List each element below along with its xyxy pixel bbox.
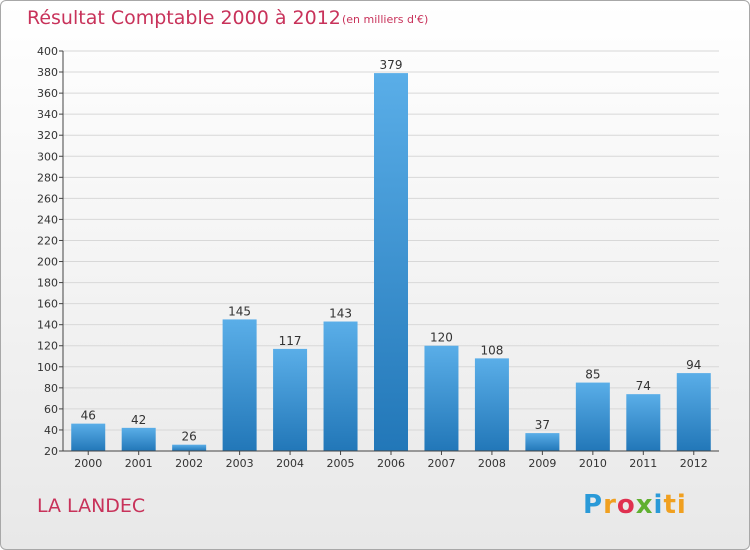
- data-label: 108: [480, 343, 503, 357]
- x-tick-label: 2009: [528, 457, 556, 470]
- x-tick-label: 2003: [226, 457, 254, 470]
- axis-layer: 20 40 60 80 100 120 140 160 180 200 220 240 260 280 30…: [37, 45, 719, 470]
- data-label: 94: [686, 358, 701, 372]
- bar-2011: [626, 394, 661, 451]
- bar-layer: [71, 73, 711, 452]
- data-label: 85: [585, 368, 600, 382]
- y-tick-label: 300: [37, 150, 58, 163]
- y-tick-label: 260: [37, 192, 58, 205]
- y-tick-label: 320: [37, 129, 58, 142]
- x-tick-label: 2008: [478, 457, 506, 470]
- bar-2009: [525, 433, 560, 451]
- chart-title: Résultat Comptable 2000 à 2012: [27, 7, 341, 29]
- x-tick-label: 2010: [579, 457, 607, 470]
- y-tick-label: 20: [44, 445, 58, 458]
- bar-2006: [374, 73, 408, 452]
- chart-unit: (en milliers d'€): [342, 13, 429, 26]
- bar-2010: [575, 382, 610, 451]
- bar-2001: [121, 427, 156, 451]
- data-label: 379: [380, 58, 403, 72]
- y-tick-label: 200: [37, 256, 58, 269]
- bar-2000: [71, 423, 106, 451]
- y-tick-label: 100: [37, 361, 58, 374]
- commune-name: LA LANDEC: [37, 495, 146, 517]
- x-tick-label: 2012: [680, 457, 708, 470]
- bar-2005: [323, 321, 358, 451]
- data-label: 117: [279, 334, 302, 348]
- bar-2003: [222, 319, 257, 451]
- y-tick-label: 220: [37, 234, 58, 247]
- y-tick-label: 280: [37, 171, 58, 184]
- bar-2012: [676, 373, 711, 451]
- x-tick-label: 2005: [327, 457, 355, 470]
- bar-2008: [474, 358, 509, 451]
- x-tick-label: 2001: [125, 457, 153, 470]
- bar-2007: [424, 345, 459, 451]
- y-tick-label: 340: [37, 108, 58, 121]
- data-label: 145: [228, 304, 251, 318]
- data-label: 74: [636, 379, 651, 393]
- y-tick-label: 40: [44, 424, 58, 437]
- y-tick-label: 120: [37, 340, 58, 353]
- x-tick-label: 2000: [74, 457, 102, 470]
- y-tick-label: 60: [44, 403, 58, 416]
- bar-2004: [273, 348, 308, 451]
- x-tick-label: 2007: [427, 457, 455, 470]
- label-layer: 46 42 26 145 117 143 379 120 108 37 85 74 94: [81, 58, 702, 444]
- data-label: 26: [182, 430, 197, 444]
- x-tick-label: 2006: [377, 457, 405, 470]
- y-tick-label: 140: [37, 319, 58, 332]
- data-label: 46: [81, 409, 96, 423]
- y-tick-label: 180: [37, 277, 58, 290]
- y-tick-label: 80: [44, 382, 58, 395]
- data-label: 143: [329, 307, 352, 321]
- x-tick-label: 2011: [629, 457, 657, 470]
- x-tick-label: 2004: [276, 457, 304, 470]
- y-tick-label: 240: [37, 213, 58, 226]
- y-tick-label: 160: [37, 298, 58, 311]
- y-tick-label: 360: [37, 87, 58, 100]
- data-label: 120: [430, 331, 453, 345]
- proxiti-logo: Proxiti: [583, 490, 687, 520]
- x-tick-label: 2002: [175, 457, 203, 470]
- y-tick-label: 380: [37, 66, 58, 79]
- y-tick-label: 400: [37, 45, 58, 58]
- data-label: 37: [535, 418, 550, 432]
- bar-2002: [172, 444, 207, 451]
- data-label: 42: [131, 413, 146, 427]
